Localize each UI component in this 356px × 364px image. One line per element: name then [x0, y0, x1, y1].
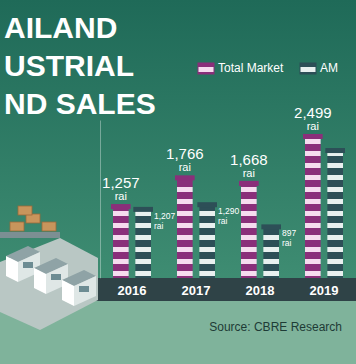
data-label: 2,499rai [294, 104, 332, 132]
title-line: AILAND [4, 11, 117, 44]
x-tick: 2018 [246, 278, 275, 298]
crate [42, 222, 56, 231]
label-number: 1,766 [166, 145, 204, 162]
label-unit: rai [243, 167, 255, 179]
bar [241, 184, 257, 278]
bar-cap [261, 224, 281, 229]
bar [199, 205, 215, 278]
y-axis [100, 121, 101, 279]
background [0, 0, 356, 364]
bar-cap [175, 175, 195, 180]
x-tick: 2019 [310, 278, 339, 298]
data-label: 1,290rai [218, 206, 240, 226]
legend: Total Market AM [198, 61, 338, 75]
title: AILAND USTRIAL ND SALES [4, 11, 156, 120]
x-tick-label: 2018 [246, 283, 275, 298]
data-label: 1,257rai [102, 174, 140, 202]
bar-cap [197, 202, 217, 207]
bar [135, 210, 151, 278]
wall [74, 276, 96, 306]
bar-cap [325, 148, 345, 153]
crate [18, 206, 32, 215]
x-tick-label: 2019 [310, 283, 339, 298]
label-number: 2,499 [294, 104, 332, 121]
x-tick: 2017 [182, 278, 211, 298]
bar-cap [303, 134, 323, 139]
label-number: 1,668 [230, 151, 268, 168]
legend-label: AM [320, 61, 338, 75]
label-number: 1,290 [218, 206, 240, 216]
chart: AILAND USTRIAL ND SALES Total Market AM 1,257… [0, 0, 356, 364]
label-unit: rai [154, 221, 164, 231]
window [23, 262, 33, 268]
bar-cap [239, 181, 259, 186]
x-tick-label: 2017 [182, 283, 211, 298]
crate [10, 222, 24, 231]
y-axis-line [100, 121, 101, 279]
pallet [0, 232, 60, 238]
title-line: ND SALES [4, 87, 156, 120]
platform [0, 238, 98, 330]
bar [177, 178, 193, 278]
wall [34, 268, 46, 294]
label-unit: rai [179, 161, 191, 173]
x-tick: 2016 [118, 278, 147, 298]
legend-swatch [198, 63, 214, 74]
bar [305, 137, 321, 278]
label-number: 897 [282, 228, 296, 238]
bar [263, 227, 279, 278]
x-axis: 2016 2017 2018 2019 [101, 278, 356, 298]
wall [6, 256, 18, 282]
bar-cap [133, 207, 153, 212]
x-tick-label: 2016 [118, 283, 147, 298]
window [79, 286, 89, 292]
data-labels: 1,257rai1,766rai1,668rai2,499rai1,207rai… [102, 104, 332, 248]
legend-swatch [300, 63, 316, 74]
data-label: 1,207rai [154, 211, 176, 231]
legend-label: Total Market [218, 61, 284, 75]
bar [327, 151, 343, 278]
illustration [0, 206, 98, 330]
data-label: 1,766rai [166, 145, 204, 173]
data-label: 1,668rai [230, 151, 268, 179]
data-label: 897rai [282, 228, 296, 248]
label-unit: rai [115, 190, 127, 202]
bar [113, 207, 129, 278]
label-number: 1,207 [154, 211, 176, 221]
label-unit: rai [282, 238, 292, 248]
label-number: 1,257 [102, 174, 140, 191]
label-unit: rai [307, 120, 319, 132]
bars [111, 134, 345, 278]
label-unit: rai [218, 216, 228, 226]
source: Source: CBRE Research [209, 320, 342, 334]
title-line: USTRIAL [4, 49, 134, 82]
window [51, 274, 61, 280]
bar-cap [111, 204, 131, 209]
x-axis-line [101, 278, 356, 279]
wall [62, 280, 74, 306]
